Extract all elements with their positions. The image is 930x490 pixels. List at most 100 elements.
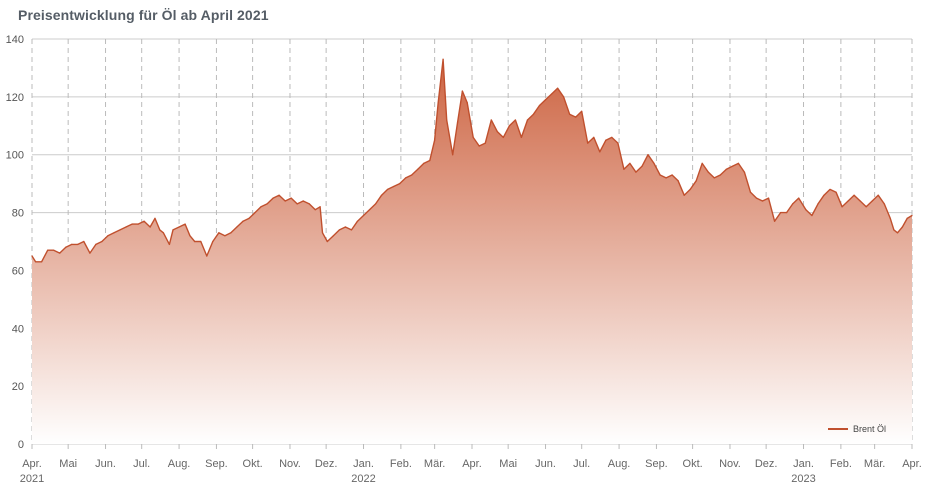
data-point: [411, 174, 413, 176]
x-tick-label: Feb.: [390, 458, 412, 470]
data-point: [461, 90, 463, 92]
data-point: [538, 104, 541, 107]
data-point: [641, 165, 643, 167]
data-point: [911, 214, 913, 217]
data-point: [143, 220, 145, 222]
data-point: [811, 214, 813, 217]
legend: Brent Öl: [828, 424, 886, 434]
x-tick-label: Jun.: [95, 458, 116, 470]
data-point: [677, 180, 679, 182]
x-tick-label: Dez.: [755, 458, 778, 470]
data-point: [563, 96, 565, 98]
data-point: [901, 226, 903, 228]
data-point: [575, 116, 577, 118]
data-point: [47, 249, 49, 251]
data-point: [893, 229, 895, 231]
y-tick-label: 120: [6, 92, 24, 104]
data-point: [387, 188, 389, 191]
data-point: [520, 136, 523, 138]
data-point: [159, 229, 161, 231]
data-point: [107, 235, 109, 237]
data-point: [168, 243, 171, 245]
data-point: [761, 200, 764, 202]
data-point: [623, 168, 625, 170]
data-point: [786, 211, 788, 214]
data-point: [635, 171, 637, 173]
data-point: [95, 243, 97, 245]
x-tick-label: Jan.: [353, 458, 374, 470]
data-point: [472, 136, 474, 138]
data-point: [719, 174, 721, 176]
data-point: [550, 93, 553, 95]
data-point: [737, 162, 740, 164]
data-point: [743, 171, 746, 173]
data-point: [629, 162, 631, 164]
data-point: [149, 226, 151, 228]
data-point: [230, 232, 232, 234]
data-point: [611, 136, 613, 138]
x-tick-label: Apr.: [22, 458, 42, 470]
data-point: [593, 136, 595, 138]
x-tick-label: Sep.: [205, 458, 228, 470]
x-tick-label: Mai: [59, 458, 77, 470]
data-point: [77, 243, 79, 245]
x-tick-year-label: 2022: [351, 473, 375, 485]
data-point: [296, 203, 298, 205]
y-tick-label: 140: [6, 34, 24, 46]
data-point: [101, 240, 103, 243]
x-tick-label: Aug.: [608, 458, 631, 470]
data-point: [689, 188, 691, 191]
data-point: [556, 87, 559, 89]
data-point: [877, 194, 879, 196]
data-point: [178, 226, 180, 228]
data-point: [701, 162, 703, 164]
data-point: [218, 232, 220, 234]
data-point: [272, 197, 274, 199]
x-tick-label: Mai: [499, 458, 517, 470]
data-point: [883, 203, 885, 205]
data-point: [206, 255, 208, 257]
data-point: [865, 206, 867, 208]
series-area-fill: [32, 59, 912, 445]
data-point: [599, 151, 601, 153]
data-point: [125, 226, 127, 228]
data-point: [35, 261, 37, 263]
data-point: [798, 197, 800, 199]
data-point: [508, 125, 510, 127]
x-tick-label: Sep.: [645, 458, 668, 470]
data-point: [266, 203, 268, 205]
x-tick-label: Nov.: [279, 458, 301, 470]
data-point: [290, 197, 292, 199]
data-point: [805, 209, 807, 211]
data-point: [605, 139, 607, 141]
y-tick-label: 40: [12, 323, 24, 335]
data-point: [321, 232, 324, 234]
data-point: [767, 197, 770, 199]
data-point: [380, 194, 383, 196]
data-point: [859, 200, 861, 202]
x-axis: Apr. 2021 Mai Jun. Jul. Aug. Sep. Okt. Nov. Dez. J…: [20, 458, 922, 485]
data-point: [31, 255, 33, 257]
x-tick-label: Okt.: [243, 458, 263, 470]
x-tick-year-label: 2023: [791, 473, 815, 485]
data-point: [184, 223, 186, 225]
y-tick-label: 60: [12, 265, 24, 277]
data-point: [713, 177, 715, 179]
legend-label: Brent Öl: [853, 424, 886, 434]
x-tick-label: Jul.: [133, 458, 150, 470]
x-tick-label: Okt.: [683, 458, 703, 470]
data-point: [137, 223, 139, 225]
data-point: [647, 154, 649, 156]
data-point: [456, 122, 459, 124]
x-tick-label: Feb.: [830, 458, 852, 470]
data-point: [344, 226, 347, 228]
data-point: [314, 209, 316, 211]
data-point: [835, 191, 837, 193]
data-point: [326, 240, 328, 243]
chart-title: Preisentwicklung für Öl ab April 2021: [18, 7, 269, 23]
data-point: [665, 177, 667, 179]
y-tick-label: 20: [12, 381, 24, 393]
data-point: [260, 206, 262, 208]
data-point: [502, 136, 504, 138]
